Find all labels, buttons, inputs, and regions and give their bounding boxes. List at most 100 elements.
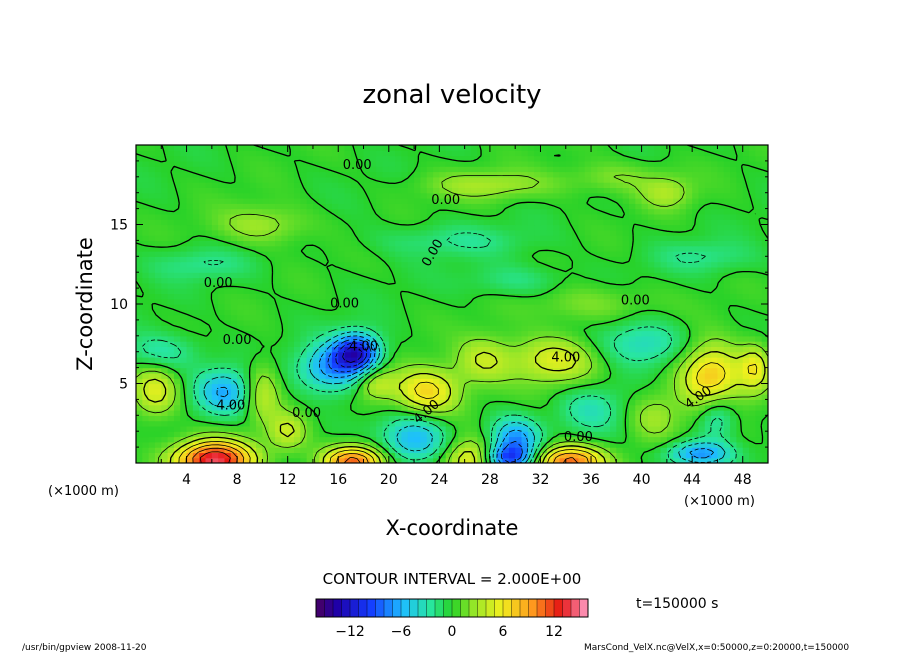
- heatmap-cell: [167, 452, 175, 459]
- heatmap-cell: [382, 282, 390, 289]
- heatmap-cell: [350, 240, 358, 247]
- heatmap-cell: [470, 404, 478, 411]
- heatmap-cell: [268, 330, 276, 337]
- heatmap-cell: [647, 351, 655, 358]
- heatmap-cell: [527, 378, 535, 385]
- heatmap-cell: [534, 224, 542, 231]
- heatmap-cell: [654, 330, 662, 337]
- heatmap-cell: [647, 330, 655, 337]
- heatmap-cell: [452, 441, 459, 448]
- heatmap-cell: [148, 288, 156, 294]
- heatmap-cell: [641, 452, 649, 459]
- heatmap-cell: [679, 325, 687, 332]
- heatmap-cell: [597, 404, 605, 411]
- heatmap-cell: [211, 404, 219, 411]
- heatmap-cell: [692, 198, 700, 204]
- heatmap-cell: [616, 314, 624, 321]
- heatmap-cell: [300, 288, 308, 294]
- heatmap-cell: [673, 256, 681, 263]
- heatmap-cell: [344, 367, 352, 374]
- heatmap-cell: [749, 404, 756, 411]
- heatmap-cell: [237, 325, 245, 332]
- heatmap-cell: [154, 441, 162, 448]
- heatmap-cell: [527, 357, 535, 363]
- heatmap-cell: [294, 314, 301, 321]
- heatmap-cell: [654, 219, 662, 226]
- heatmap-cell: [711, 383, 719, 390]
- heatmap-cell: [673, 198, 681, 204]
- heatmap-cell: [622, 288, 630, 294]
- heatmap-cell: [148, 293, 156, 300]
- heatmap-cell: [439, 346, 447, 353]
- heatmap-cell: [300, 372, 308, 379]
- heatmap-cell: [268, 436, 276, 443]
- heatmap-cell: [338, 330, 346, 337]
- heatmap-cell: [477, 277, 485, 284]
- heatmap-cell: [192, 213, 200, 220]
- heatmap-cell: [414, 346, 421, 353]
- heatmap-cell: [167, 341, 175, 347]
- heatmap-cell: [243, 251, 251, 257]
- heatmap-cell: [483, 441, 491, 448]
- heatmap-cell: [502, 266, 510, 273]
- heatmap-cell: [199, 415, 207, 422]
- heatmap-cell: [249, 394, 257, 400]
- heatmap-cell: [237, 410, 245, 416]
- heatmap-cell: [445, 256, 453, 263]
- heatmap-cell: [534, 309, 542, 316]
- heatmap-cell: [553, 319, 561, 326]
- heatmap-cell: [647, 266, 655, 273]
- heatmap-cell: [742, 346, 750, 353]
- heatmap-cell: [704, 235, 712, 241]
- heatmap-cell: [407, 309, 415, 316]
- heatmap-cell: [730, 330, 737, 337]
- heatmap-cell: [698, 346, 706, 353]
- heatmap-cell: [565, 425, 573, 432]
- heatmap-cell: [736, 261, 744, 268]
- heatmap-cell: [723, 399, 731, 406]
- heatmap-cell: [445, 240, 453, 247]
- heatmap-cell: [388, 219, 396, 226]
- heatmap-cell: [717, 420, 725, 427]
- heatmap-cell: [654, 245, 662, 252]
- heatmap-cell: [211, 394, 219, 400]
- heatmap-cell: [167, 224, 175, 231]
- heatmap-cell: [584, 304, 592, 310]
- heatmap-cell: [515, 404, 523, 411]
- heatmap-cell: [148, 399, 156, 406]
- heatmap-cell: [666, 203, 674, 210]
- heatmap-cell: [736, 372, 744, 379]
- heatmap-cell: [673, 245, 681, 252]
- heatmap-cell: [142, 208, 150, 215]
- heatmap-cell: [287, 240, 295, 247]
- heatmap-cell: [338, 341, 346, 347]
- heatmap-cell: [445, 452, 453, 459]
- heatmap-cell: [483, 399, 491, 406]
- heatmap-cell: [553, 235, 561, 241]
- heatmap-cell: [578, 410, 586, 416]
- heatmap-cell: [376, 309, 384, 316]
- heatmap-cell: [628, 203, 636, 210]
- heatmap-cell: [540, 415, 548, 422]
- heatmap-cell: [572, 404, 579, 411]
- heatmap-cell: [445, 372, 453, 379]
- heatmap-cell: [515, 367, 523, 374]
- heatmap-cell: [445, 198, 453, 204]
- heatmap-cell: [325, 452, 333, 459]
- heatmap-cell: [458, 335, 466, 342]
- heatmap-cell: [673, 272, 681, 279]
- heatmap-cell: [464, 293, 472, 300]
- heatmap-cell: [350, 457, 358, 463]
- heatmap-cell: [300, 367, 308, 374]
- heatmap-cell: [325, 351, 333, 358]
- heatmap-cell: [344, 198, 352, 204]
- heatmap-cell: [312, 213, 320, 220]
- heatmap-cell: [502, 256, 510, 263]
- heatmap-cell: [357, 282, 365, 289]
- heatmap-cell: [679, 235, 687, 241]
- heatmap-cell: [395, 452, 403, 459]
- heatmap-cell: [711, 457, 719, 463]
- heatmap-cell: [553, 330, 561, 337]
- heatmap-cell: [635, 288, 643, 294]
- heatmap-cell: [407, 288, 415, 294]
